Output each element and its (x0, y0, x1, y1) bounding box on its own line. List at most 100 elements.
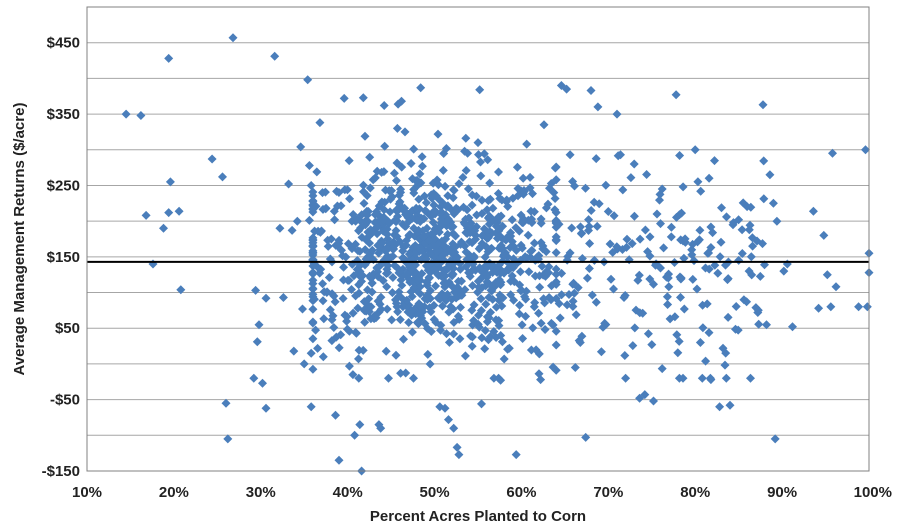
data-point (392, 302, 402, 312)
data-point (331, 410, 340, 420)
data-point (308, 334, 318, 344)
data-point (207, 154, 217, 164)
data-point (423, 349, 433, 359)
data-point (581, 183, 590, 193)
data-point (330, 215, 340, 225)
data-point (221, 398, 231, 408)
data-point (518, 173, 528, 183)
data-point (461, 247, 471, 257)
data-point (534, 369, 544, 379)
data-point (408, 174, 417, 184)
data-point (476, 294, 486, 304)
data-point (570, 181, 579, 191)
data-point (666, 222, 676, 232)
data-point (526, 247, 536, 256)
data-point (342, 324, 352, 334)
data-point (765, 170, 775, 180)
data-point (411, 203, 421, 213)
y-tick-label: -$50 (50, 392, 80, 409)
data-point (318, 296, 328, 306)
data-point (308, 261, 318, 271)
data-point (406, 264, 416, 274)
data-point (690, 145, 700, 155)
data-point (360, 317, 370, 327)
data-point (652, 209, 662, 219)
data-point (489, 327, 499, 336)
data-point (453, 205, 463, 215)
y-tick-label: $250 (47, 177, 80, 194)
data-point (826, 302, 836, 312)
data-point (710, 156, 719, 166)
data-point (534, 308, 544, 318)
data-point (438, 165, 448, 175)
data-point (759, 156, 769, 166)
data-point (379, 101, 389, 110)
data-point (463, 184, 473, 194)
data-point (587, 290, 597, 300)
data-point (672, 330, 682, 340)
data-point (483, 270, 492, 280)
data-point (758, 239, 767, 249)
data-point (368, 175, 378, 185)
data-point (252, 337, 262, 347)
data-point (745, 220, 755, 230)
data-point (503, 344, 513, 354)
data-point (477, 209, 487, 219)
data-point (413, 319, 423, 329)
data-point (344, 275, 354, 285)
data-point (355, 420, 365, 430)
data-point (469, 251, 479, 261)
data-point (621, 373, 631, 383)
data-point (443, 215, 453, 225)
data-point (592, 221, 602, 231)
data-point (697, 373, 707, 383)
data-point (540, 298, 550, 308)
data-point (406, 159, 416, 168)
data-point (436, 325, 446, 335)
data-point (389, 168, 399, 178)
data-point (476, 242, 485, 252)
data-point (655, 189, 665, 199)
data-point (725, 400, 735, 410)
data-point (674, 336, 684, 346)
data-point (406, 306, 416, 316)
data-point (645, 251, 655, 261)
data-point (489, 373, 499, 383)
data-point (440, 181, 450, 191)
data-point (334, 238, 344, 248)
data-point (536, 318, 546, 328)
data-point (808, 206, 818, 216)
data-point (448, 222, 458, 232)
data-point (400, 127, 410, 137)
data-point (494, 316, 504, 325)
data-point (446, 302, 456, 312)
data-point (551, 235, 561, 245)
x-tick-label: 100% (854, 484, 892, 501)
data-point (342, 316, 352, 326)
data-point (284, 179, 294, 189)
data-point (358, 93, 368, 103)
data-point (688, 274, 698, 284)
data-point (136, 111, 146, 120)
data-point (577, 254, 587, 263)
data-point (339, 93, 349, 103)
data-point (392, 123, 402, 133)
data-point (456, 302, 465, 312)
data-point (443, 201, 453, 211)
data-point (675, 272, 685, 282)
data-point (164, 53, 174, 63)
data-point (469, 316, 479, 325)
data-point (428, 218, 438, 227)
data-point (367, 287, 377, 297)
data-point (515, 267, 525, 277)
data-point (299, 359, 309, 369)
data-point (379, 215, 388, 225)
data-point (770, 434, 780, 444)
data-point (606, 274, 616, 284)
data-point (562, 84, 572, 94)
data-point (486, 307, 495, 317)
data-point (415, 308, 425, 318)
data-point (759, 194, 769, 204)
data-point (303, 75, 313, 85)
data-point (404, 249, 414, 259)
